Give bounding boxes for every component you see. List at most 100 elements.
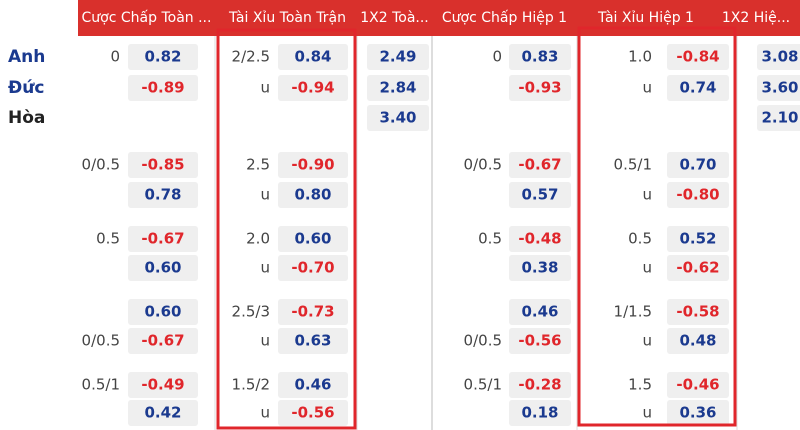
odds-value: -0.94	[291, 79, 334, 97]
odds-cell	[667, 400, 729, 426]
odds-cell	[128, 152, 198, 178]
odds-value: 0.60	[144, 303, 181, 321]
line-value: 2/2.5	[232, 48, 270, 66]
line-value: 1/1.5	[614, 303, 652, 321]
odds-cell	[509, 372, 571, 398]
odds-cell	[667, 44, 729, 70]
line-value: 0	[110, 48, 120, 66]
line-value: 0.5	[96, 230, 120, 248]
column-header: 1X2 Hiệ...	[722, 10, 790, 26]
odds-cell	[278, 226, 348, 252]
odds-cell	[509, 255, 571, 281]
odds-value: 2.84	[379, 79, 416, 97]
odds-value: -0.67	[141, 332, 184, 350]
column-header: 1X2 Toà...	[360, 10, 429, 26]
odds-value: -0.56	[291, 404, 334, 422]
odds-value: 0.48	[679, 332, 716, 350]
odds-value: -0.93	[518, 79, 561, 97]
odds-cell	[367, 44, 429, 70]
column-header: Cược Chấp Hiệp 1	[442, 10, 567, 26]
odds-cell	[667, 372, 729, 398]
line-value: u	[642, 332, 652, 350]
odds-value: -0.28	[518, 376, 561, 394]
line-value: 1.0	[628, 48, 652, 66]
odds-cell	[128, 75, 198, 101]
odds-cell	[278, 75, 348, 101]
odds-value: -0.56	[518, 332, 561, 350]
odds-value: 2.10	[761, 109, 798, 127]
line-value: u	[642, 259, 652, 277]
odds-cell	[509, 400, 571, 426]
odds-cell	[509, 44, 571, 70]
odds-value: 0.57	[521, 186, 558, 204]
highlight-box	[216, 28, 357, 430]
header-bar	[78, 0, 800, 36]
line-value: 2.5/3	[232, 303, 270, 321]
line-value: u	[642, 404, 652, 422]
odds-value: 0.42	[144, 404, 181, 422]
odds-cell	[509, 182, 571, 208]
odds-value: -0.73	[291, 303, 334, 321]
odds-cell	[367, 75, 429, 101]
odds-cell	[278, 372, 348, 398]
odds-cell	[278, 182, 348, 208]
odds-cell	[128, 299, 198, 325]
odds-cell	[367, 105, 429, 131]
odds-value: 0.46	[294, 376, 331, 394]
odds-cell	[128, 226, 198, 252]
line-value: 0/0.5	[82, 156, 120, 174]
odds-cell	[509, 75, 571, 101]
odds-value: 3.08	[761, 48, 798, 66]
line-value: 0.5	[628, 230, 652, 248]
line-value: 2.5	[246, 156, 270, 174]
line-value: 0	[492, 48, 502, 66]
odds-value: -0.70	[291, 259, 334, 277]
odds-value: -0.85	[141, 156, 184, 174]
odds-value: -0.58	[676, 303, 719, 321]
team-name: Hòa	[8, 108, 45, 128]
odds-cell	[667, 182, 729, 208]
odds-value: 0.60	[144, 259, 181, 277]
team-name: Anh	[8, 47, 45, 67]
odds-cell	[128, 44, 198, 70]
odds-value: 0.38	[521, 259, 558, 277]
odds-cell	[278, 255, 348, 281]
odds-value: 0.46	[521, 303, 558, 321]
line-value: 0.5/1	[464, 376, 502, 394]
line-value: 0/0.5	[464, 332, 502, 350]
odds-value: 3.40	[379, 109, 416, 127]
odds-cell	[278, 299, 348, 325]
odds-value: -0.90	[291, 156, 334, 174]
odds-cell	[128, 372, 198, 398]
odds-cell	[757, 75, 800, 101]
odds-value: 0.60	[294, 230, 331, 248]
odds-cell	[667, 75, 729, 101]
line-value: 1.5/2	[232, 376, 270, 394]
line-value: u	[260, 332, 270, 350]
line-value: u	[260, 404, 270, 422]
line-value: 1.5	[628, 376, 652, 394]
odds-value: 0.82	[144, 48, 181, 66]
odds-cell	[128, 400, 198, 426]
odds-value: 0.63	[294, 332, 331, 350]
odds-value: -0.89	[141, 79, 184, 97]
line-value: u	[642, 79, 652, 97]
column-header: Cược Chấp Toàn ...	[82, 10, 212, 26]
odds-cell	[128, 182, 198, 208]
odds-cell	[128, 328, 198, 354]
line-value: 0/0.5	[464, 156, 502, 174]
team-name: Đức	[8, 78, 44, 98]
odds-value: 0.83	[521, 48, 558, 66]
odds-cell	[757, 105, 800, 131]
odds-value: 0.80	[294, 186, 331, 204]
odds-value: 0.52	[679, 230, 716, 248]
odds-cell	[667, 299, 729, 325]
odds-value: -0.46	[676, 376, 719, 394]
odds-value: 0.36	[679, 404, 716, 422]
odds-cell	[509, 328, 571, 354]
line-value: 0/0.5	[82, 332, 120, 350]
odds-value: -0.48	[518, 230, 561, 248]
odds-cell	[667, 226, 729, 252]
